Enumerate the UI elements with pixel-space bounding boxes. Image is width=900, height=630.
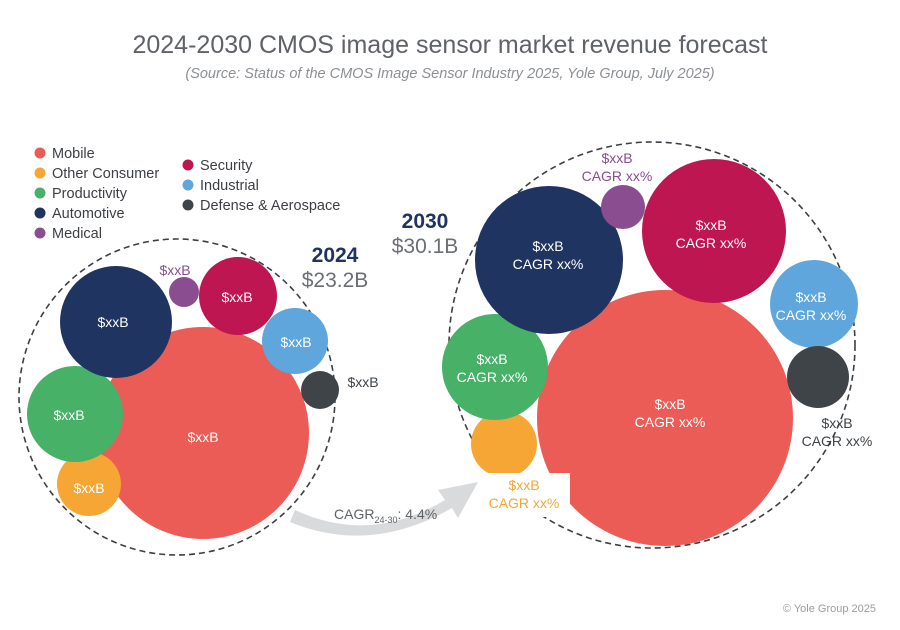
bubble-2030-other-consumer-cagr: CAGR xx% (489, 495, 560, 511)
legend-swatch-industrial (182, 179, 194, 191)
legend-label-industrial: Industrial (200, 178, 259, 194)
bubble-2024-mobile-value: $xxB (187, 429, 218, 445)
chart-title: 2024-2030 CMOS image sensor market reven… (132, 31, 767, 59)
bubble-2030-defense-and-aerospace (787, 346, 849, 408)
bubble-2030-security (642, 159, 786, 303)
legend-swatch-security (182, 159, 194, 171)
overall-cagr-label: CAGR24-30: 4.4% (334, 506, 437, 525)
legend-item-mobile: Mobile (34, 146, 95, 162)
cluster-2030-outline (448, 141, 856, 549)
copyright: © Yole Group 2025 (783, 603, 876, 615)
year-2024-label: 2024 (312, 244, 359, 267)
bubble-2030-mobile (537, 290, 793, 546)
bubble-2024-industrial-value: $xxB (280, 334, 311, 350)
legend-label-automotive: Automotive (52, 206, 125, 222)
bubble-2030-medical-cagr: CAGR xx% (582, 168, 653, 184)
bubble-2030-defense-and-aerospace-value: $xxB (821, 415, 852, 431)
year-2024-total: $23.2B (302, 269, 369, 292)
bubble-2030-other-consumer (471, 411, 537, 477)
year-2030-total: $30.1B (392, 235, 459, 258)
bubble-2024-industrial (262, 308, 328, 374)
bubble-2024-security (199, 257, 277, 335)
legend-item-defense-and-aerospace: Defense & Aerospace (182, 198, 340, 214)
bubble-2030-productivity (442, 314, 548, 420)
bubble-2024-defense-and-aerospace (301, 371, 339, 409)
bubble-2024-other-consumer (57, 452, 121, 516)
bubble-2030-automotive (475, 186, 623, 334)
bubble-2024-other-consumer-value: $xxB (73, 480, 104, 496)
legend-item-automotive: Automotive (34, 206, 125, 222)
bubble-2024-medical-value: $xxB (159, 262, 190, 278)
legend-item-industrial: Industrial (182, 178, 259, 194)
overall-cagr-subscript: 24-30 (374, 515, 397, 525)
legend-item-medical: Medical (34, 226, 102, 242)
bubble-2024-defense-and-aerospace-value: $xxB (347, 374, 378, 390)
legend-label-security: Security (200, 158, 253, 174)
bubble-2030-productivity-value: $xxB (476, 351, 507, 367)
bubble-2030-other-consumer-value: $xxB (508, 477, 539, 493)
bubble-2030-security-cagr: CAGR xx% (676, 235, 747, 251)
legend-swatch-productivity (34, 187, 46, 199)
legend-label-productivity: Productivity (52, 186, 128, 202)
bubble-2024-automotive (60, 266, 172, 378)
bubble-2030-industrial-value: $xxB (795, 289, 826, 305)
bubble-2024-security-value: $xxB (221, 289, 252, 305)
bubble-2024-productivity (27, 366, 123, 462)
legend-label-other-consumer: Other Consumer (52, 166, 159, 182)
bubble-2030-mobile-value: $xxB (654, 396, 685, 412)
bubble-2030-security-value: $xxB (695, 217, 726, 233)
bubble-2030-medical (601, 185, 645, 229)
legend-item-security: Security (182, 158, 253, 174)
legend-swatch-other-consumer (34, 167, 46, 179)
bubble-2030-productivity-cagr: CAGR xx% (457, 369, 528, 385)
bubble-2024-automotive-value: $xxB (97, 314, 128, 330)
bubble-2024-productivity-value: $xxB (53, 407, 84, 423)
overall-cagr-value: : 4.4% (397, 506, 437, 522)
bubble-2030-medical-value: $xxB (601, 150, 632, 166)
bubble-2030-automotive-value: $xxB (532, 238, 563, 254)
bubble-2030-industrial (770, 260, 858, 348)
cluster-2024: $xxB $xxB $xxB $xxB $xxB $xxB $xxB $xxB (27, 257, 379, 539)
legend-label-medical: Medical (52, 226, 102, 242)
year-2030-label: 2030 (402, 210, 449, 233)
bubble-2030-automotive-cagr: CAGR xx% (513, 256, 584, 272)
legend-item-productivity: Productivity (34, 186, 128, 202)
overall-cagr-prefix: CAGR (334, 506, 374, 522)
legend-label-defense-and-aerospace: Defense & Aerospace (200, 198, 340, 214)
legend-swatch-defense-and-aerospace (182, 199, 194, 211)
chart-subtitle: (Source: Status of the CMOS Image Sensor… (185, 66, 714, 82)
bubble-2030-mobile-cagr: CAGR xx% (635, 414, 706, 430)
bubble-2030-industrial-cagr: CAGR xx% (776, 307, 847, 323)
growth-arrow (290, 482, 478, 536)
bubble-2030-defense-and-aerospace-cagr: CAGR xx% (802, 433, 873, 449)
legend-item-other-consumer: Other Consumer (34, 166, 159, 182)
legend-swatch-mobile (34, 147, 46, 159)
legend-swatch-automotive (34, 207, 46, 219)
bubble-2024-medical (169, 277, 199, 307)
legend-label-mobile: Mobile (52, 146, 95, 162)
bubble-2030-other-consumer-label-bg (478, 473, 570, 517)
cluster-2030: $xxB CAGR xx% $xxB CAGR xx% $xxB CAGR xx% $xxB… (442, 150, 872, 546)
bubble-2024-mobile (97, 327, 309, 539)
legend: Mobile Other Consumer Productivity Automoti… (34, 146, 340, 242)
legend-swatch-medical (34, 227, 46, 239)
